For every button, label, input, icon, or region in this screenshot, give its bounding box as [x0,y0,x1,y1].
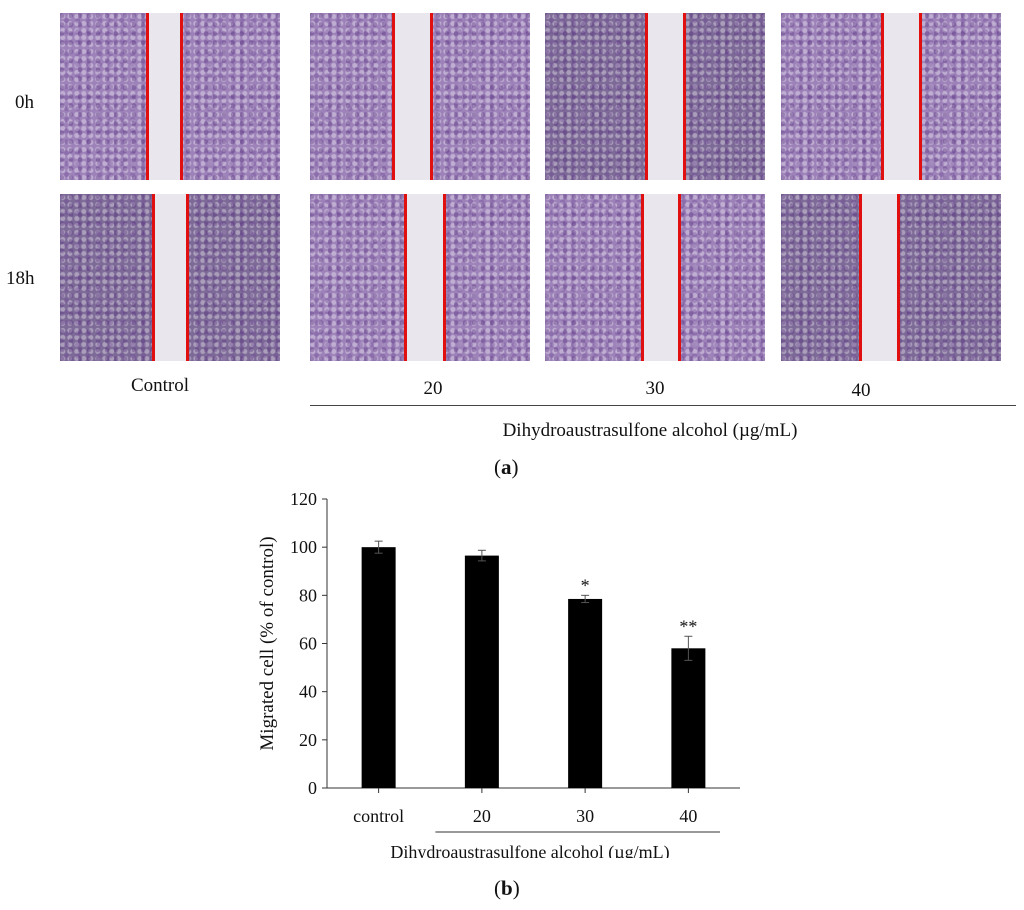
column-label-20: 20 [423,378,443,399]
micrograph-40-18h [781,194,1001,361]
y-tick-label: 0 [308,778,317,798]
panel-b-caption: (b) [494,876,520,900]
column-label-control: Control [130,375,190,396]
column-label-40: 40 [851,380,871,401]
y-tick-label: 100 [290,537,317,557]
bar-40 [671,648,706,788]
x-tick-label-40: 40 [679,806,697,826]
micrograph-control-0h [60,13,280,180]
y-tick-label: 60 [299,634,317,654]
x-axis-title: Dihydroaustrasulfone alcohol (µg/mL) [390,842,669,858]
micrograph-20-0h [310,13,530,180]
y-tick-label: 120 [290,489,317,509]
significance-mark: ** [679,616,697,636]
y-tick-label: 80 [299,585,317,605]
group-bracket-line [310,405,1016,406]
x-tick-label-control: control [353,806,404,826]
bar-control [361,547,396,788]
micrograph-40-0h [781,13,1001,180]
micrograph-30-18h [545,194,765,361]
row-label-18h: 18h [6,268,35,289]
y-tick-label: 20 [299,730,317,750]
micrograph-control-18h [60,194,280,361]
group-label: Dihydroaustrasulfone alcohol (µg/mL) [502,420,798,441]
column-label-30: 30 [645,378,665,399]
x-tick-label-20: 20 [473,806,491,826]
micrograph-30-0h [545,13,765,180]
migration-bar-chart: 0 20 40 60 80 100 120 control 20 * 30 ** 40 Dihydroau… [257,489,740,858]
row-label-0h: 0h [15,92,34,113]
x-tick-label-30: 30 [576,806,594,826]
panel-a-caption: (a) [494,455,519,479]
micrograph-20-18h [310,194,530,361]
y-tick-label: 40 [299,682,317,702]
bar-20 [464,555,499,788]
panel-a: 0h 18h Control 20 30 40 Dihydroaustrasul… [6,13,1016,479]
y-axis-title: Migrated cell (% of control) [257,536,278,750]
bar-30 [568,598,603,788]
significance-mark: * [581,575,590,595]
